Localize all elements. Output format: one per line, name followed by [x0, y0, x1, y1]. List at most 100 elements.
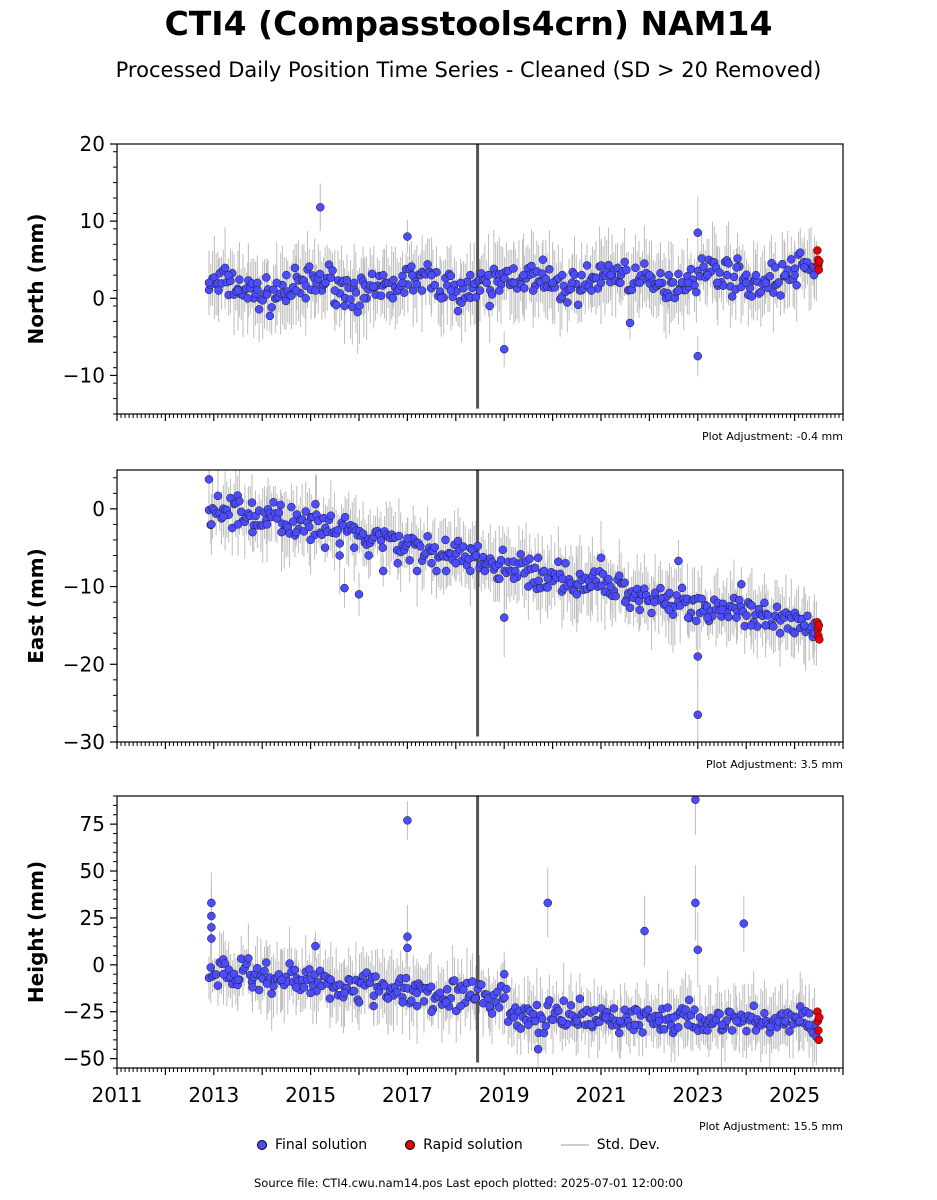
final-solution-point — [664, 605, 674, 615]
final-solution-point — [213, 491, 223, 501]
x-tick-label: 2011 — [92, 1083, 143, 1107]
final-solution-point — [459, 985, 468, 994]
final-solution-point — [545, 996, 554, 1005]
final-solution-point — [262, 273, 271, 282]
final-solution-point — [407, 262, 416, 271]
final-solution-point — [305, 522, 314, 532]
final-solution-point — [606, 270, 615, 280]
final-solution-point — [340, 512, 350, 522]
final-solution-point — [654, 278, 664, 288]
final-solution-point — [430, 543, 439, 552]
final-solution-point — [340, 583, 349, 593]
final-solution-point — [315, 269, 325, 279]
final-solution-point — [693, 710, 703, 720]
final-solution-point — [772, 602, 782, 612]
y-axis-label: East (mm) — [24, 548, 48, 664]
final-solution-point — [484, 270, 493, 280]
final-solution-point — [466, 270, 475, 280]
final-solution-point — [692, 616, 701, 626]
final-solution-point — [219, 512, 228, 521]
final-solution-point — [717, 605, 727, 615]
final-solution-point — [563, 298, 572, 307]
final-solution-point — [233, 286, 243, 295]
final-solution-point — [494, 1003, 504, 1012]
final-solution-point — [485, 1001, 494, 1011]
final-solution-point — [541, 274, 551, 284]
final-solution-point — [741, 278, 751, 288]
final-solution-point — [539, 1028, 549, 1038]
final-solution-point — [645, 270, 654, 280]
final-solution-point — [207, 520, 216, 529]
final-solution-point — [732, 263, 741, 272]
final-solution-point — [659, 1025, 669, 1034]
final-solution-point — [587, 1020, 596, 1030]
final-solution-point — [405, 556, 414, 565]
final-solution-point — [715, 1009, 724, 1019]
final-solution-point — [778, 259, 787, 269]
final-solution-point — [690, 1005, 699, 1014]
final-solution-point — [697, 594, 706, 604]
final-solution-point — [664, 270, 674, 280]
final-solution-point — [262, 979, 272, 988]
final-solution-point — [233, 520, 243, 529]
final-solution-point — [403, 534, 412, 543]
final-solution-point — [487, 290, 497, 299]
final-solution-point — [715, 268, 724, 277]
final-solution-point — [311, 499, 320, 509]
final-solution-point — [635, 605, 644, 615]
final-solution-point — [686, 264, 696, 274]
final-solution-point — [749, 1001, 758, 1011]
final-solution-point — [378, 543, 388, 552]
final-solution-point — [524, 1020, 533, 1030]
final-solution-point — [254, 305, 264, 314]
final-solution-point — [763, 611, 773, 620]
final-solution-point — [485, 301, 494, 311]
final-solution-point — [392, 987, 402, 997]
final-solution-point — [412, 988, 422, 998]
final-solution-point — [335, 551, 344, 560]
final-solution-point — [606, 582, 615, 591]
final-solution-point — [649, 597, 659, 607]
final-solution-point — [220, 263, 230, 273]
rapid-solution-point — [814, 1026, 823, 1035]
final-solution-point — [761, 621, 770, 630]
final-solution-point — [389, 275, 398, 285]
final-solution-point — [541, 1021, 551, 1031]
y-tick-label: −20 — [63, 652, 105, 676]
final-solution-point — [349, 543, 359, 552]
final-solution-point — [290, 263, 300, 273]
final-solution-point — [516, 1024, 525, 1033]
final-solution-point — [693, 228, 703, 237]
final-solution-point — [766, 1022, 775, 1031]
final-solution-point — [804, 1009, 814, 1018]
final-solution-point — [597, 261, 606, 270]
final-solution-point — [631, 263, 640, 273]
final-solution-point — [703, 270, 712, 280]
y-tick-label: −10 — [63, 363, 105, 387]
final-solution-point — [509, 264, 518, 273]
final-solution-point — [291, 983, 301, 992]
final-solution-point — [419, 997, 429, 1006]
final-solution-point — [792, 280, 801, 290]
final-solution-point — [265, 311, 275, 321]
final-solution-point — [398, 998, 407, 1007]
final-solution-point — [253, 278, 262, 288]
final-solution-point — [572, 590, 582, 599]
final-solution-point — [207, 934, 216, 943]
final-solution-point — [693, 652, 703, 661]
final-solution-point — [693, 945, 703, 955]
final-solution-point — [656, 583, 665, 593]
final-solution-point — [248, 983, 257, 992]
final-solution-point — [769, 288, 778, 297]
final-solution-point — [301, 507, 310, 516]
final-solution-point — [663, 1003, 672, 1012]
final-solution-point — [548, 278, 557, 288]
final-solution-point — [400, 288, 409, 297]
final-solution-point — [403, 943, 412, 953]
final-solution-point — [760, 1008, 769, 1018]
final-solution-point — [346, 295, 355, 304]
final-solution-point — [219, 969, 228, 979]
final-solution-point — [326, 511, 336, 520]
final-solution-point — [207, 911, 216, 921]
final-solution-point — [432, 566, 441, 576]
